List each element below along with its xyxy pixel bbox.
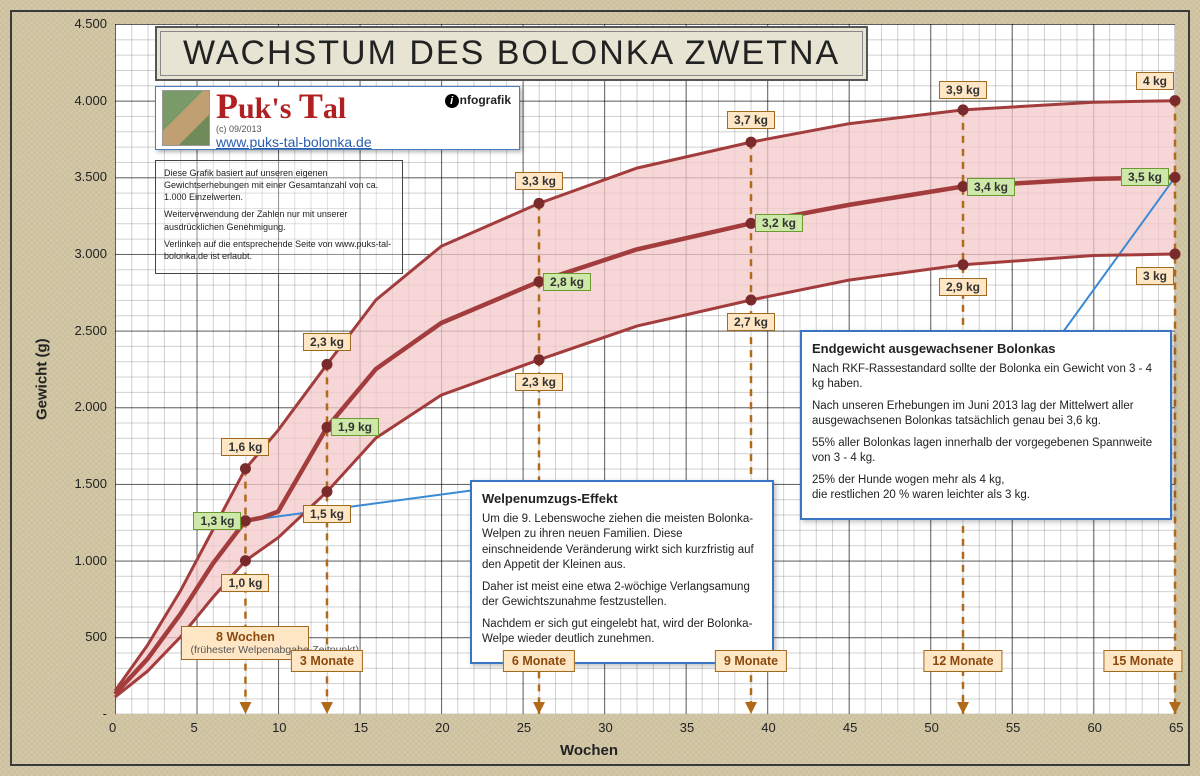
value-label: 3,3 kg <box>515 172 563 190</box>
value-label: 3,2 kg <box>755 214 803 232</box>
x-tick-label: 15 <box>354 720 368 735</box>
y-tick-label: 3.500 <box>59 169 107 184</box>
callout-text: Daher ist meist eine etwa 2-wöchige Verl… <box>482 580 762 611</box>
x-tick-label: 65 <box>1169 720 1183 735</box>
data-marker <box>322 486 333 497</box>
callout-text: 25% der Hunde wogen mehr als 4 kg, die r… <box>812 473 1160 504</box>
y-axis-label: Gewicht (g) <box>34 338 51 420</box>
logo-copyright: (c) 09/2013 <box>216 125 372 134</box>
data-marker <box>746 137 757 148</box>
value-label: 3,9 kg <box>939 81 987 99</box>
arrowhead-icon <box>321 702 333 714</box>
logo-box: Puk's Tal (c) 09/2013 www.puks-tal-bolon… <box>155 86 520 150</box>
x-axis-label: Wochen <box>560 742 618 759</box>
data-marker <box>746 295 757 306</box>
y-tick-label: 1.500 <box>59 476 107 491</box>
month-label: 6 Monate <box>503 650 575 672</box>
data-marker <box>1170 95 1181 106</box>
y-tick-label: 1.000 <box>59 553 107 568</box>
data-marker <box>322 359 333 370</box>
callout-welpenumzug: Welpenumzugs-Effekt Um die 9. Lebenswoch… <box>470 480 774 664</box>
value-label: 1,5 kg <box>303 505 351 523</box>
y-tick-label: 2.500 <box>59 323 107 338</box>
arrowhead-icon <box>239 702 251 714</box>
arrowhead-icon <box>533 702 545 714</box>
month-label: 12 Monate <box>923 650 1002 672</box>
month-label: 9 Monate <box>715 650 787 672</box>
disclaimer-line: Diese Grafik basiert auf unseren eigenen… <box>164 167 394 203</box>
value-label: 2,9 kg <box>939 278 987 296</box>
brand-name: Puk's Tal <box>216 88 372 124</box>
arrowhead-icon <box>745 702 757 714</box>
x-tick-label: 20 <box>435 720 449 735</box>
y-tick-label: - <box>59 706 107 721</box>
value-label: 3,5 kg <box>1121 168 1169 186</box>
y-tick-label: 2.000 <box>59 399 107 414</box>
disclaimer-line: Verlinken auf die entsprechende Seite vo… <box>164 238 394 262</box>
data-marker <box>1170 172 1181 183</box>
x-tick-label: 50 <box>924 720 938 735</box>
x-tick-label: 40 <box>761 720 775 735</box>
x-tick-label: 10 <box>272 720 286 735</box>
x-tick-label: 0 <box>109 720 116 735</box>
value-label: 1,6 kg <box>221 438 269 456</box>
month-label: 15 Monate <box>1103 650 1182 672</box>
month-label: 3 Monate <box>291 650 363 672</box>
value-label: 2,8 kg <box>543 273 591 291</box>
y-tick-label: 500 <box>59 629 107 644</box>
value-label: 1,3 kg <box>193 512 241 530</box>
value-label: 3 kg <box>1136 267 1174 285</box>
chart-title: Wachstum des Bolonka Zwetna <box>155 26 868 81</box>
x-tick-label: 30 <box>598 720 612 735</box>
infografik-badge: infografik <box>445 93 511 108</box>
value-label: 1,0 kg <box>221 574 269 592</box>
y-tick-label: 3.000 <box>59 246 107 261</box>
data-marker <box>958 104 969 115</box>
value-label: 3,7 kg <box>727 111 775 129</box>
callout-text: Nachdem er sich gut eingelebt hat, wird … <box>482 617 762 648</box>
value-label: 4 kg <box>1136 72 1174 90</box>
x-tick-label: 25 <box>517 720 531 735</box>
value-label: 2,3 kg <box>303 333 351 351</box>
data-marker <box>534 198 545 209</box>
callout-text: Um die 9. Lebenswoche ziehen die meisten… <box>482 512 762 574</box>
disclaimer-box: Diese Grafik basiert auf unseren eigenen… <box>155 160 403 274</box>
value-label: 3,4 kg <box>967 178 1015 196</box>
value-label: 1,9 kg <box>331 418 379 436</box>
data-marker <box>240 555 251 566</box>
y-tick-label: 4.000 <box>59 93 107 108</box>
y-tick-label: 4.500 <box>59 16 107 31</box>
value-label: 2,7 kg <box>727 313 775 331</box>
callout-title: Welpenumzugs-Effekt <box>482 490 762 508</box>
logo-url[interactable]: www.puks-tal-bolonka.de <box>216 135 372 149</box>
disclaimer-line: Weiterverwendung der Zahlen nur mit unse… <box>164 208 394 232</box>
x-tick-label: 55 <box>1006 720 1020 735</box>
callout-text: 55% aller Bolonkas lagen innerhalb der v… <box>812 436 1160 467</box>
data-marker <box>958 259 969 270</box>
x-tick-label: 45 <box>843 720 857 735</box>
data-marker <box>240 463 251 474</box>
callout-text: Nach RKF-Rassestandard sollte der Bolonk… <box>812 362 1160 393</box>
logo-image <box>162 90 210 146</box>
callout-endgewicht: Endgewicht ausgewachsener Bolonkas Nach … <box>800 330 1172 520</box>
data-marker <box>1170 249 1181 260</box>
arrowhead-icon <box>957 702 969 714</box>
x-tick-label: 60 <box>1087 720 1101 735</box>
callout-text: Nach unseren Erhebungen im Juni 2013 lag… <box>812 399 1160 430</box>
callout-title: Endgewicht ausgewachsener Bolonkas <box>812 340 1160 358</box>
x-tick-label: 35 <box>680 720 694 735</box>
x-tick-label: 5 <box>191 720 198 735</box>
value-label: 2,3 kg <box>515 373 563 391</box>
data-marker <box>534 354 545 365</box>
data-marker <box>240 515 251 526</box>
